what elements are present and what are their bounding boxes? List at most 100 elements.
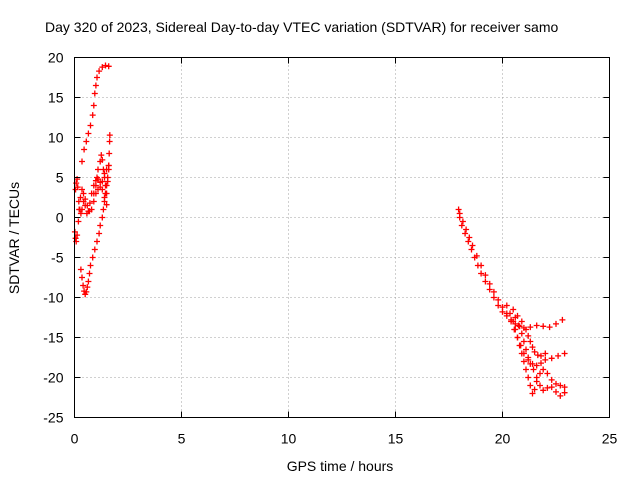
data-point: [456, 210, 463, 217]
x-tick-label: 25: [602, 431, 618, 447]
data-point: [529, 344, 536, 351]
data-point: [87, 122, 94, 129]
data-point: [482, 272, 489, 279]
data-point: [101, 198, 108, 205]
series-arc-2: [71, 176, 110, 245]
data-point: [98, 152, 105, 159]
data-point: [99, 214, 106, 221]
data-point: [520, 358, 527, 365]
grid-lines: [74, 57, 610, 418]
data-point: [77, 266, 84, 273]
data-point: [99, 64, 106, 71]
y-tick-label: 10: [48, 130, 64, 146]
data-point: [106, 132, 113, 139]
data-point: [478, 262, 485, 269]
data-point: [84, 202, 91, 209]
data-point: [79, 274, 85, 281]
data-point: [97, 184, 104, 191]
y-tick-label: -15: [43, 330, 63, 346]
data-point: [86, 270, 93, 277]
y-tick-label: 15: [48, 90, 64, 106]
series-arc-10: [510, 306, 549, 359]
x-tick-label: 15: [388, 431, 404, 447]
data-point: [77, 194, 84, 201]
data-point: [527, 324, 534, 331]
x-tick-label: 5: [178, 431, 186, 447]
data-point: [74, 232, 81, 239]
x-tick-label: 10: [281, 431, 297, 447]
data-point: [458, 222, 465, 229]
data-point: [94, 174, 100, 181]
y-axis-label: SDTVAR / TECUs: [6, 182, 22, 294]
data-point: [525, 332, 532, 339]
data-point: [495, 296, 502, 303]
data-point: [462, 230, 469, 237]
data-point: [106, 138, 113, 145]
data-point: [85, 278, 92, 285]
data-point: [515, 322, 522, 329]
data-point: [499, 304, 506, 311]
data-point: [104, 178, 111, 185]
data-point: [542, 350, 549, 357]
data-point: [523, 326, 529, 333]
data-points: [71, 62, 568, 399]
data-point: [465, 238, 472, 245]
y-tick-label: -25: [43, 410, 63, 426]
data-point: [87, 262, 94, 269]
data-point: [527, 338, 534, 345]
data-point: [527, 382, 534, 389]
data-point: [77, 210, 84, 217]
data-point: [466, 234, 473, 241]
x-tick-labels: 0 5 10 15 20 25: [71, 431, 618, 447]
data-point: [553, 388, 559, 395]
data-point: [520, 338, 527, 345]
chart-title: Day 320 of 2023, Sidereal Day-to-day VTE…: [45, 19, 558, 35]
data-point: [523, 346, 529, 353]
data-point: [468, 246, 475, 253]
data-point: [91, 246, 98, 253]
y-tick-label: 0: [56, 210, 64, 226]
data-point: [523, 366, 529, 373]
data-point: [533, 374, 540, 381]
x-tick-label: 20: [495, 431, 511, 447]
data-point: [90, 198, 97, 205]
series-arc-5: [90, 132, 113, 197]
data-point: [83, 288, 90, 295]
data-point: [101, 174, 108, 181]
data-point: [533, 322, 540, 329]
data-point: [85, 130, 92, 137]
data-point: [105, 63, 112, 70]
x-axis-label: GPS time / hours: [287, 458, 394, 474]
data-point: [538, 352, 544, 359]
data-point: [79, 158, 85, 165]
data-point: [527, 360, 534, 367]
data-point: [548, 355, 555, 362]
data-point: [540, 366, 547, 373]
data-point: [96, 68, 103, 75]
data-point: [81, 146, 88, 153]
data-point: [91, 90, 98, 97]
data-point: [95, 166, 101, 173]
data-point: [510, 318, 517, 325]
data-point: [469, 242, 476, 249]
data-point: [99, 178, 106, 185]
data-point: [92, 182, 99, 189]
data-point: [542, 356, 549, 363]
y-tick-label: 20: [48, 50, 64, 66]
data-point: [537, 370, 543, 377]
data-point: [538, 360, 544, 367]
data-point: [102, 62, 109, 69]
data-point: [514, 334, 521, 341]
series-arc-7: [456, 210, 568, 369]
data-point: [105, 162, 112, 169]
axis-ticks: [74, 57, 610, 418]
data-point: [518, 330, 525, 337]
data-point: [103, 190, 110, 197]
data-point: [82, 196, 89, 203]
data-point: [544, 384, 551, 391]
data-point: [97, 222, 104, 229]
data-point: [75, 218, 82, 225]
series-arc-3: [72, 162, 112, 217]
data-point: [490, 294, 497, 301]
data-point: [530, 366, 537, 373]
